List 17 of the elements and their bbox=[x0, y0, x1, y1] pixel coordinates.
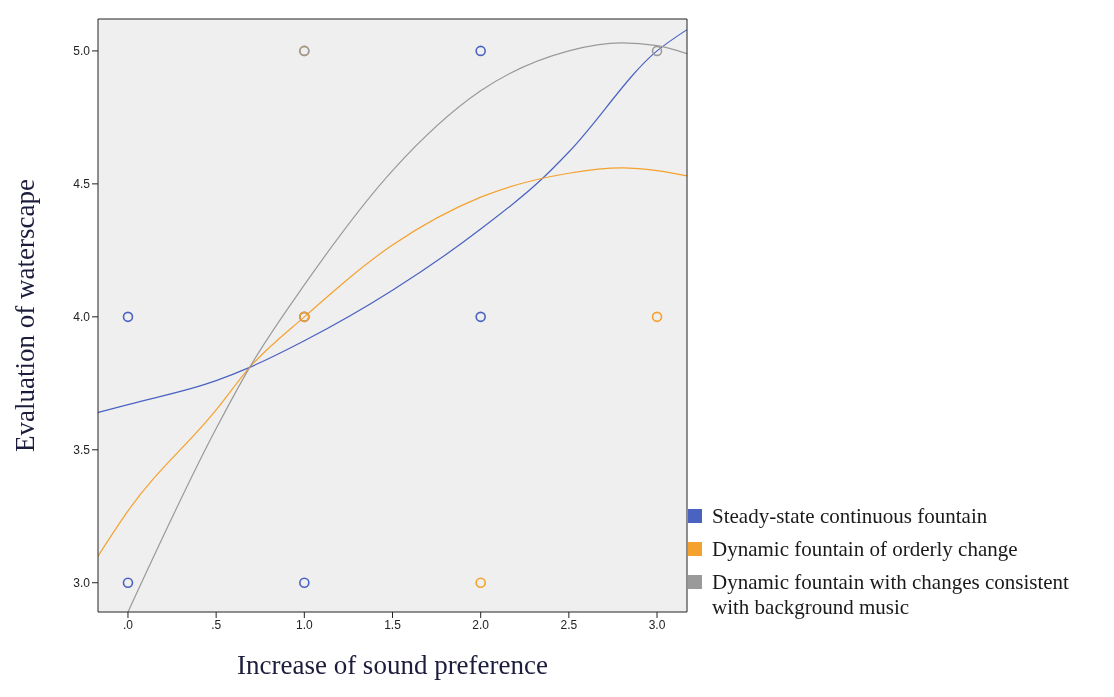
y-tick-label: 3.5 bbox=[73, 443, 91, 458]
y-tick-label: 5.0 bbox=[73, 44, 91, 59]
legend-label: Steady-state continuous fountain bbox=[712, 504, 988, 529]
x-tick-label: 1.5 bbox=[384, 617, 402, 632]
x-axis-title: Increase of sound preference bbox=[236, 650, 549, 680]
y-tick-label: 3.0 bbox=[73, 576, 91, 591]
y-axis-title: Evaluation of waterscape bbox=[9, 179, 40, 452]
x-tick-label: 3.0 bbox=[648, 617, 666, 632]
x-tick-label: .0 bbox=[122, 617, 134, 632]
x-tick-label: 2.5 bbox=[560, 617, 578, 632]
legend-label: Dynamic fountain with changes consistent with background music bbox=[712, 570, 1070, 620]
x-tick-label: 2.0 bbox=[472, 617, 490, 632]
legend-label: Dynamic fountain of orderly change bbox=[712, 537, 1018, 562]
x-tick-label: .5 bbox=[211, 617, 222, 632]
x-tick-label: 1.0 bbox=[295, 617, 313, 632]
y-tick-label: 4.5 bbox=[73, 177, 91, 192]
y-tick-label: 4.0 bbox=[73, 310, 91, 325]
